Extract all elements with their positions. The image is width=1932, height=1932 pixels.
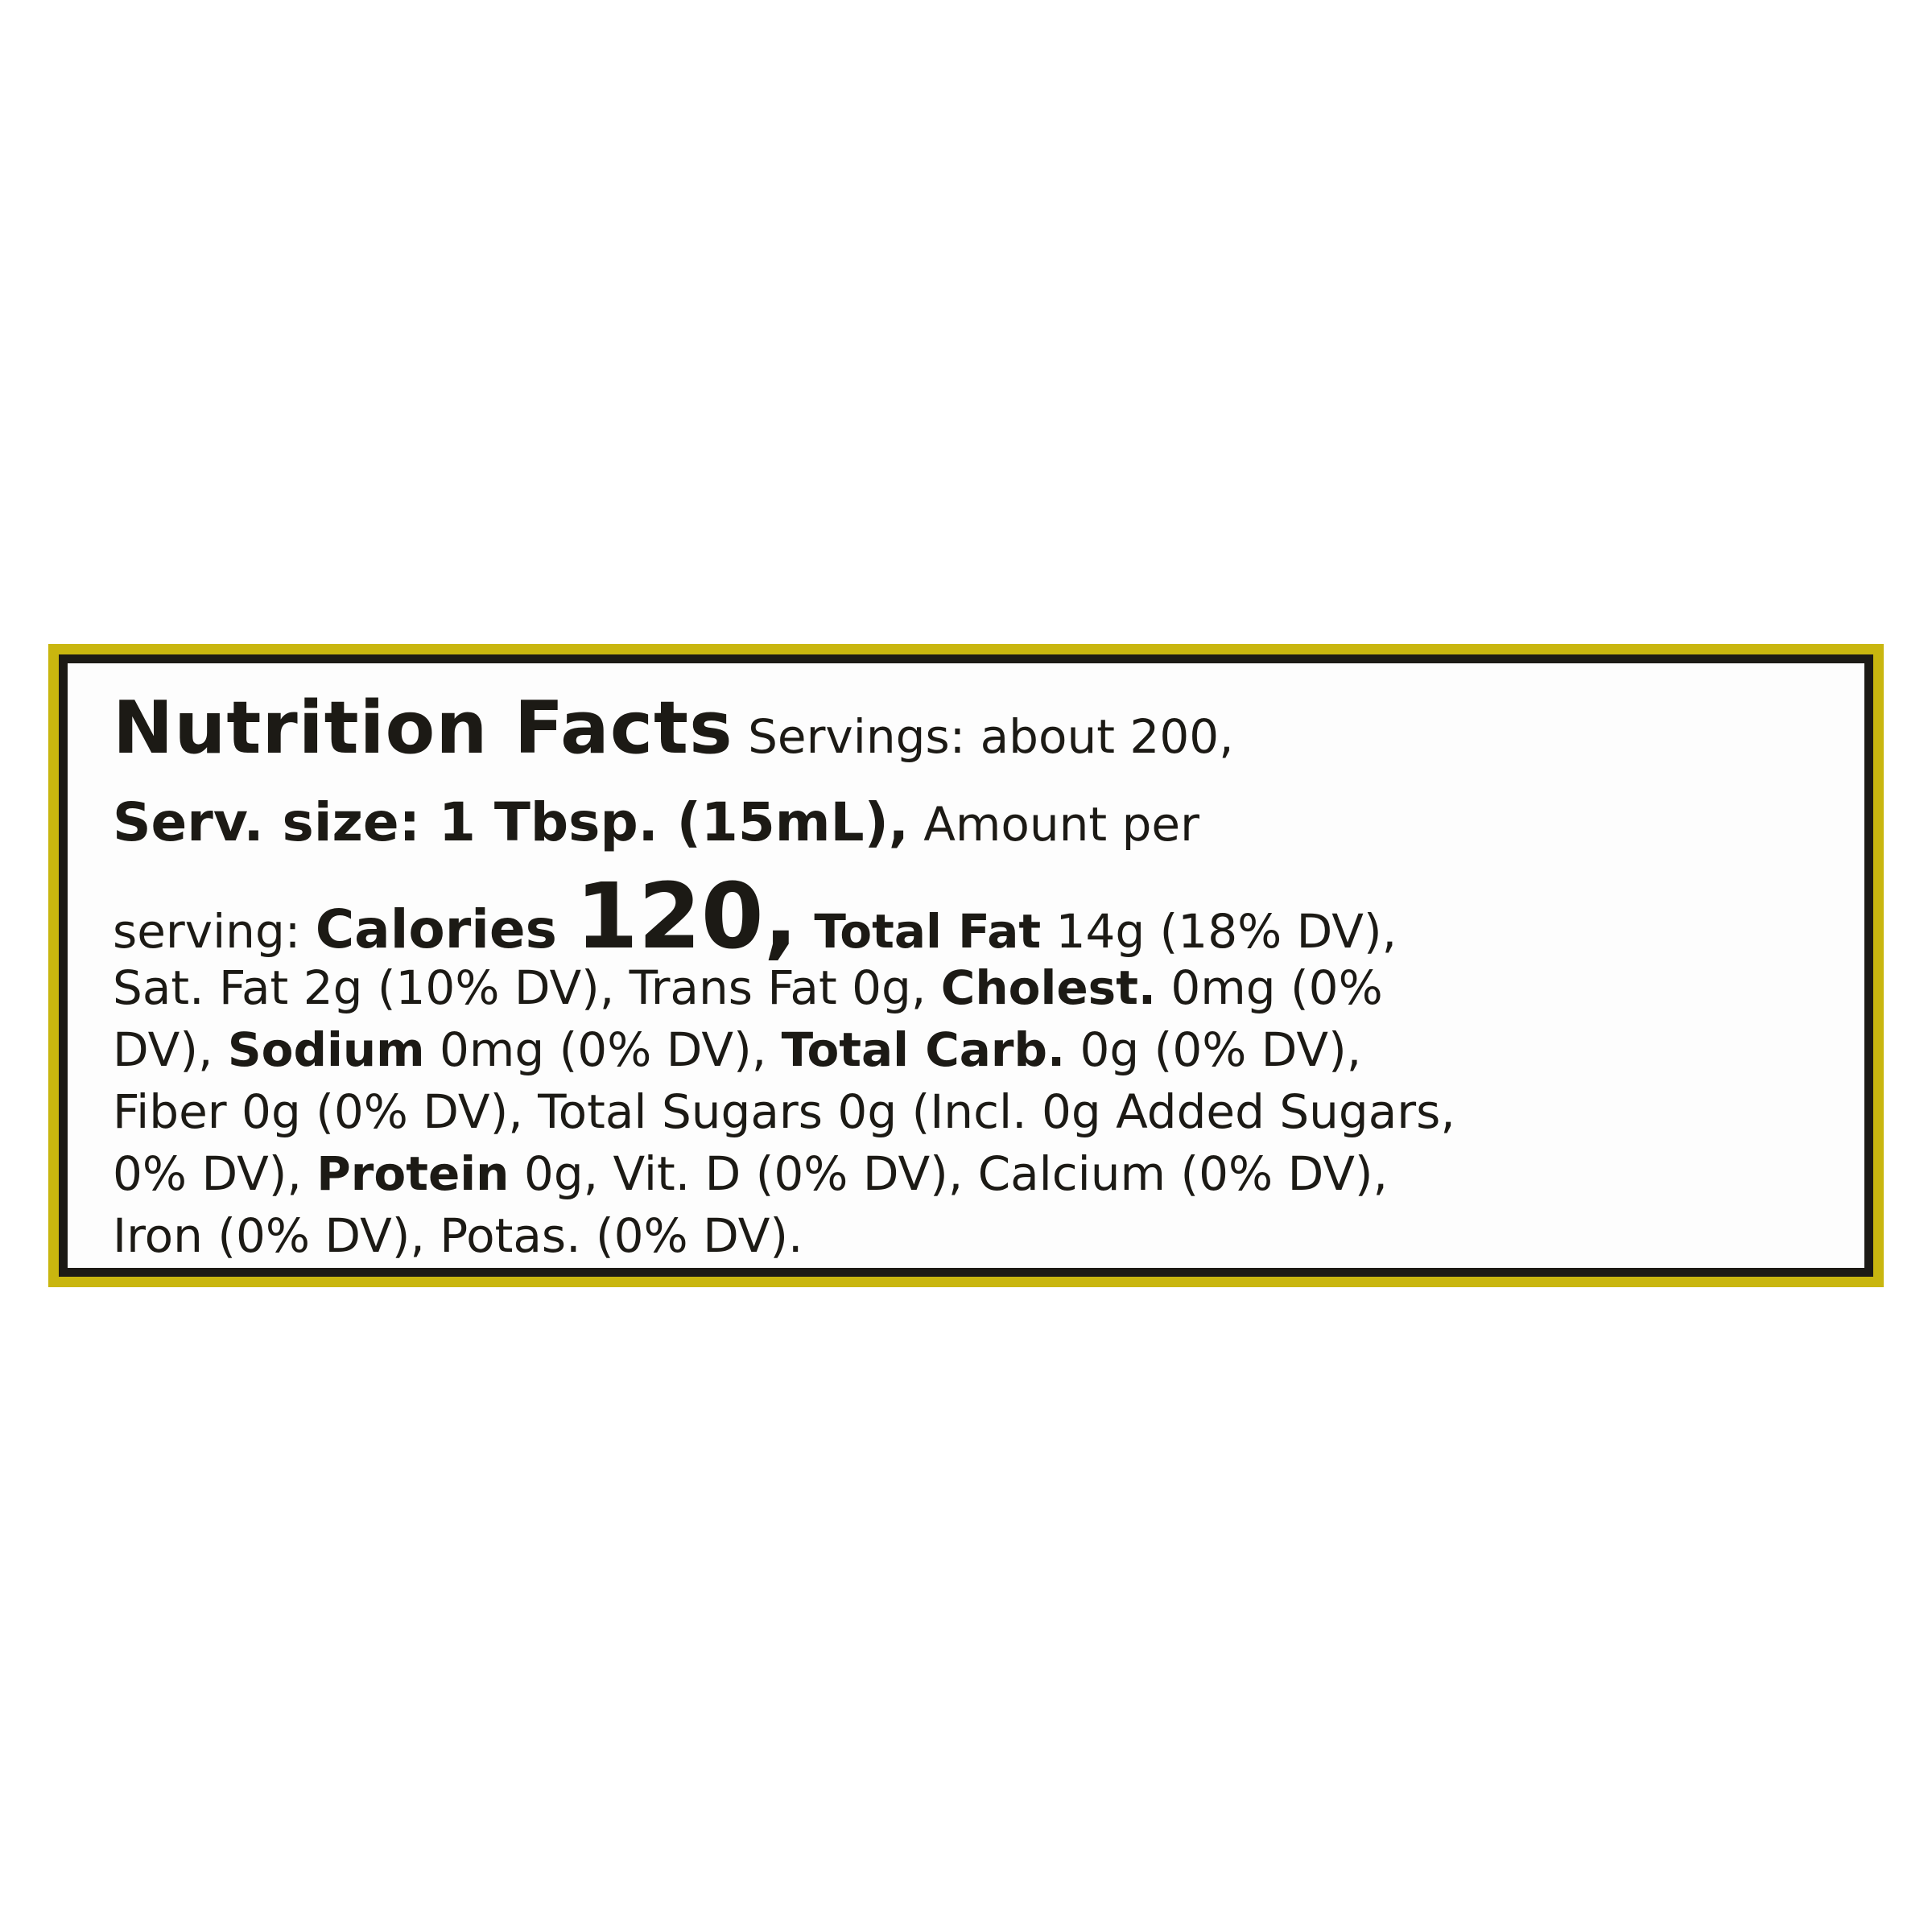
text-segment: Servings: about 200, bbox=[733, 709, 1234, 764]
bold-text-segment: Total Fat bbox=[798, 904, 1042, 959]
text-segment: Fiber 0g (0% DV), Total Sugars 0g (Incl.… bbox=[113, 1084, 1455, 1139]
bold-text-segment: 120, bbox=[575, 865, 799, 969]
bold-text-segment: Serv. size: 1 Tbsp. (15mL), bbox=[113, 791, 909, 853]
text-segment: 0mg (0% bbox=[1155, 960, 1383, 1015]
text-line: serving: Calories 120, Total Fat 14g (18… bbox=[113, 869, 1840, 965]
nutrition-text: Nutrition Facts Servings: about 200, Serv… bbox=[113, 681, 1840, 1267]
bold-text-segment: Nutrition Facts bbox=[113, 686, 733, 770]
text-line: Fiber 0g (0% DV), Total Sugars 0g (Incl.… bbox=[113, 1081, 1840, 1143]
text-line: 0% DV), Protein 0g, Vit. D (0% DV), Calc… bbox=[113, 1143, 1840, 1205]
text-segment: DV), bbox=[113, 1022, 228, 1077]
text-line: Serv. size: 1 Tbsp. (15mL), Amount per bbox=[113, 776, 1840, 869]
text-line: Nutrition Facts Servings: about 200, bbox=[113, 681, 1840, 776]
text-segment: 0g, Vit. D (0% DV), Calcium (0% DV), bbox=[509, 1146, 1388, 1201]
text-segment: 0mg (0% DV), bbox=[424, 1022, 782, 1077]
text-segment: Sat. Fat 2g (10% DV), Trans Fat 0g, bbox=[113, 960, 941, 1015]
text-segment: Iron (0% DV), Potas. (0% DV). bbox=[113, 1208, 803, 1263]
bold-text-segment: Calories bbox=[315, 898, 576, 960]
text-segment: Amount per bbox=[908, 797, 1199, 852]
nutrition-facts-label: Nutrition Facts Servings: about 200, Serv… bbox=[48, 644, 1884, 1287]
text-line: Iron (0% DV), Potas. (0% DV). bbox=[113, 1205, 1840, 1267]
bold-text-segment: Protein bbox=[316, 1146, 510, 1201]
bold-text-segment: Total Carb. bbox=[781, 1022, 1066, 1077]
text-segment: 0% DV), bbox=[113, 1146, 317, 1201]
text-segment: 0g (0% DV), bbox=[1065, 1022, 1362, 1077]
label-inner-box: Nutrition Facts Servings: about 200, Serv… bbox=[59, 654, 1873, 1277]
text-line: DV), Sodium 0mg (0% DV), Total Carb. 0g … bbox=[113, 1019, 1840, 1081]
text-segment: serving: bbox=[113, 904, 316, 959]
text-line: Sat. Fat 2g (10% DV), Trans Fat 0g, Chol… bbox=[113, 957, 1840, 1019]
bold-text-segment: Sodium bbox=[227, 1022, 425, 1077]
text-segment: 14g (18% DV), bbox=[1041, 904, 1397, 959]
bold-text-segment: Cholest. bbox=[940, 960, 1156, 1015]
